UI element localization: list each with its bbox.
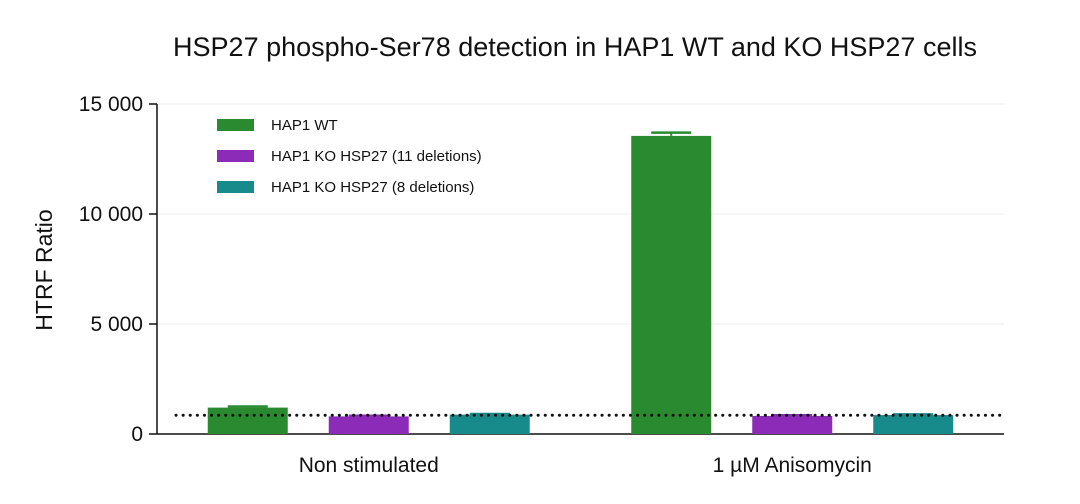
bar [449, 414, 530, 434]
bar [328, 416, 409, 434]
legend-label: HAP1 KO HSP27 (11 deletions) [271, 148, 482, 165]
axes: 0 5 000 10 000 15 000 Non stimulated 1 µM Ani… [79, 93, 1004, 477]
x-category-label: Non stimulated [299, 454, 439, 477]
y-tick-label: 15 000 [79, 93, 143, 116]
legend-swatch [217, 150, 254, 162]
legend-label: HAP1 WT [271, 117, 338, 134]
bar [873, 415, 954, 434]
chart-title: HSP27 phospho-Ser78 detection in HAP1 WT… [173, 32, 977, 62]
legend-swatch [217, 181, 254, 193]
bar [207, 407, 288, 434]
bars [207, 131, 954, 434]
y-axis-title: HTRF Ratio [31, 209, 57, 330]
y-tick-label: 10 000 [79, 203, 143, 226]
x-category-label: 1 µM Anisomycin [713, 454, 872, 477]
legend: HAP1 WT HAP1 KO HSP27 (11 deletions) HAP1 … [217, 117, 482, 196]
legend-label: HAP1 KO HSP27 (8 deletions) [271, 179, 474, 196]
y-tick-label: 0 [131, 423, 143, 446]
gridlines [157, 103, 1004, 325]
y-tick-label: 5 000 [90, 313, 143, 336]
legend-swatch [217, 119, 254, 131]
bar [752, 415, 833, 434]
bar [631, 135, 712, 434]
